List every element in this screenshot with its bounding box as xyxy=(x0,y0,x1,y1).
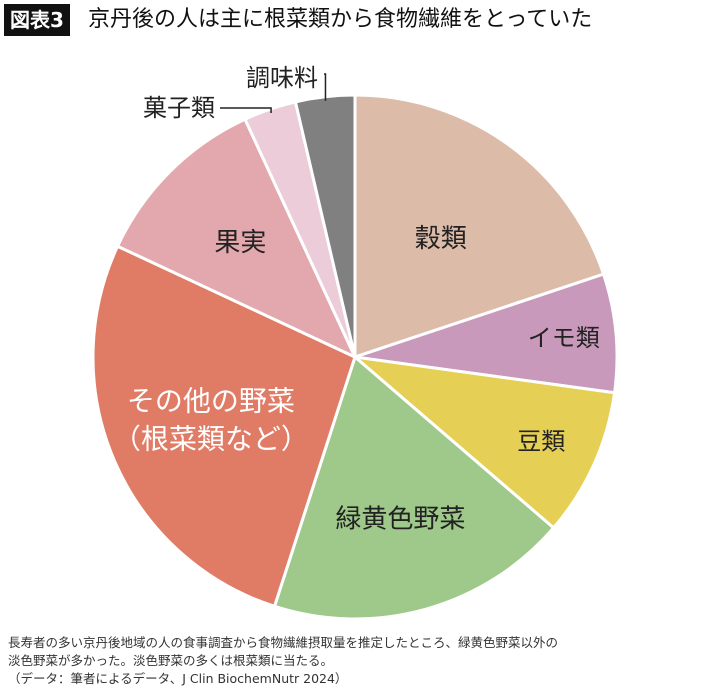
note-line-2: 淡色野菜が多かった。淡色野菜の多くは根菜類に当たる。 xyxy=(8,653,334,668)
slice-label-5: 果実 xyxy=(214,228,266,258)
slice-2 xyxy=(350,354,617,530)
chart-title: 京丹後の人は主に根菜類から食物繊維をとっていた xyxy=(88,7,593,32)
slice-5 xyxy=(115,117,359,361)
leader-line-6 xyxy=(220,107,272,114)
slice-label-3: 緑黄色野菜 xyxy=(335,505,465,535)
slice-label-6: 菓子類 xyxy=(143,94,215,122)
slice-3 xyxy=(272,354,556,621)
slice-label-4: その他の野菜（根菜類など） xyxy=(113,385,309,456)
leader-line-7 xyxy=(324,73,327,101)
slice-label-7: 調味料 xyxy=(246,64,318,92)
chart-header: 図表3 京丹後の人は主に根菜類から食物繊維をとっていた xyxy=(0,0,710,42)
slice-1 xyxy=(354,272,619,395)
slice-label-0: 穀類 xyxy=(415,224,467,254)
slice-label-1: イモ類 xyxy=(528,324,600,352)
slice-4 xyxy=(91,244,357,609)
slice-0 xyxy=(353,93,606,360)
slice-label-2: 豆類 xyxy=(517,427,565,455)
figure-badge: 図表3 xyxy=(4,4,70,36)
note-line-1: 長寿者の多い京丹後地域の人の食事調査から食物繊維摂取量を推定したところ、緑黄色野… xyxy=(8,635,559,650)
source-note: （データ：筆者によるデータ、J Clin BiochemNutr 2024） xyxy=(8,671,348,686)
